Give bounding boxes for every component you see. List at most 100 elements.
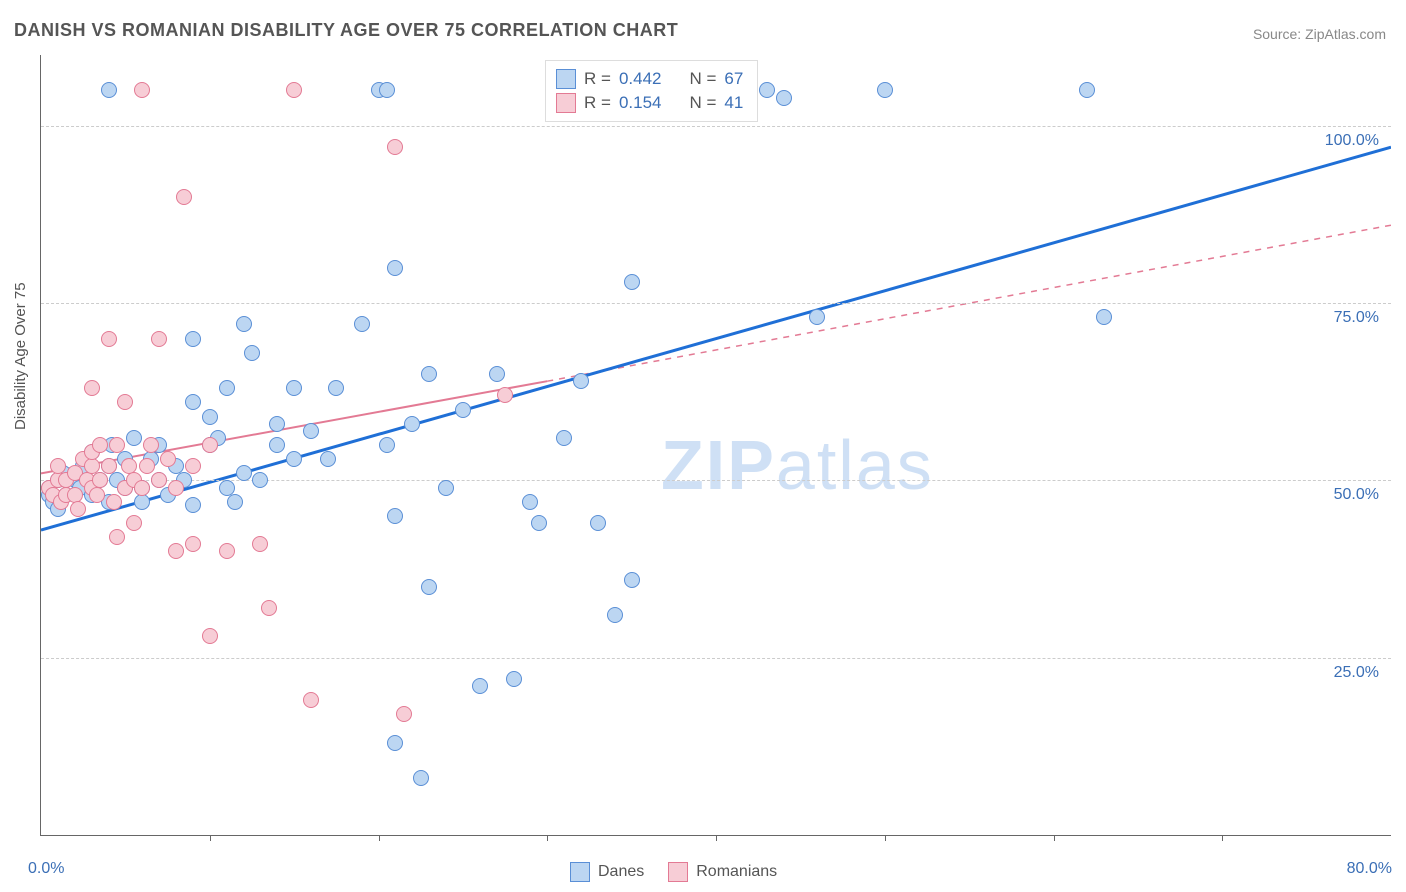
data-point bbox=[117, 394, 133, 410]
y-tick-label: 25.0% bbox=[1334, 664, 1379, 682]
data-point bbox=[421, 579, 437, 595]
data-point bbox=[455, 402, 471, 418]
data-point bbox=[497, 387, 513, 403]
data-point bbox=[261, 600, 277, 616]
series-legend-item: Romanians bbox=[668, 862, 777, 882]
data-point bbox=[185, 331, 201, 347]
data-point bbox=[387, 508, 403, 524]
gridline bbox=[41, 303, 1391, 304]
data-point bbox=[354, 316, 370, 332]
x-tick bbox=[547, 835, 548, 841]
data-point bbox=[134, 82, 150, 98]
data-point bbox=[573, 373, 589, 389]
data-point bbox=[139, 458, 155, 474]
plot-area: ZIPatlas 25.0%50.0%75.0%100.0% bbox=[40, 55, 1391, 836]
legend-r-label: R = bbox=[584, 67, 611, 91]
legend-n-value: 67 bbox=[724, 67, 743, 91]
data-point bbox=[176, 189, 192, 205]
gridline bbox=[41, 658, 1391, 659]
data-point bbox=[101, 82, 117, 98]
legend-n-label: N = bbox=[689, 91, 716, 115]
data-point bbox=[387, 260, 403, 276]
data-point bbox=[202, 628, 218, 644]
data-point bbox=[387, 735, 403, 751]
data-point bbox=[160, 451, 176, 467]
legend-n-value: 41 bbox=[724, 91, 743, 115]
data-point bbox=[269, 437, 285, 453]
data-point bbox=[106, 494, 122, 510]
data-point bbox=[126, 515, 142, 531]
data-point bbox=[303, 423, 319, 439]
x-tick bbox=[1054, 835, 1055, 841]
data-point bbox=[556, 430, 572, 446]
data-point bbox=[109, 437, 125, 453]
legend-swatch bbox=[668, 862, 688, 882]
legend-r-value: 0.154 bbox=[619, 91, 662, 115]
data-point bbox=[227, 494, 243, 510]
watermark: ZIPatlas bbox=[661, 425, 934, 505]
series-legend-item: Danes bbox=[570, 862, 644, 882]
data-point bbox=[328, 380, 344, 396]
legend-swatch bbox=[570, 862, 590, 882]
data-point bbox=[286, 82, 302, 98]
data-point bbox=[472, 678, 488, 694]
data-point bbox=[89, 487, 105, 503]
data-point bbox=[143, 437, 159, 453]
data-point bbox=[404, 416, 420, 432]
data-point bbox=[286, 380, 302, 396]
data-point bbox=[92, 437, 108, 453]
x-tick bbox=[379, 835, 380, 841]
data-point bbox=[244, 345, 260, 361]
data-point bbox=[185, 536, 201, 552]
data-point bbox=[387, 139, 403, 155]
y-tick-label: 100.0% bbox=[1325, 132, 1379, 150]
legend-swatch bbox=[556, 69, 576, 89]
data-point bbox=[809, 309, 825, 325]
watermark-rest: atlas bbox=[776, 426, 934, 504]
data-point bbox=[531, 515, 547, 531]
data-point bbox=[126, 430, 142, 446]
chart-title: DANISH VS ROMANIAN DISABILITY AGE OVER 7… bbox=[14, 20, 678, 41]
data-point bbox=[236, 316, 252, 332]
data-point bbox=[1096, 309, 1112, 325]
data-point bbox=[421, 366, 437, 382]
data-point bbox=[320, 451, 336, 467]
data-point bbox=[185, 394, 201, 410]
data-point bbox=[286, 451, 302, 467]
data-point bbox=[379, 437, 395, 453]
x-tick bbox=[1222, 835, 1223, 841]
data-point bbox=[101, 458, 117, 474]
data-point bbox=[168, 480, 184, 496]
data-point bbox=[624, 572, 640, 588]
x-tick bbox=[885, 835, 886, 841]
y-tick-label: 75.0% bbox=[1334, 309, 1379, 327]
data-point bbox=[303, 692, 319, 708]
x-tick bbox=[716, 835, 717, 841]
correlation-legend: R =0.442N =67R = 0.154 N = 41 bbox=[545, 60, 758, 122]
data-point bbox=[202, 409, 218, 425]
data-point bbox=[202, 437, 218, 453]
chart-container: DANISH VS ROMANIAN DISABILITY AGE OVER 7… bbox=[0, 0, 1406, 892]
data-point bbox=[252, 472, 268, 488]
data-point bbox=[101, 331, 117, 347]
series-legend-label: Danes bbox=[598, 863, 644, 881]
data-point bbox=[396, 706, 412, 722]
legend-swatch bbox=[556, 93, 576, 113]
data-point bbox=[236, 465, 252, 481]
data-point bbox=[151, 472, 167, 488]
data-point bbox=[489, 366, 505, 382]
data-point bbox=[134, 480, 150, 496]
gridline bbox=[41, 126, 1391, 127]
data-point bbox=[379, 82, 395, 98]
data-point bbox=[522, 494, 538, 510]
series-legend: Danes Romanians bbox=[570, 862, 777, 882]
data-point bbox=[607, 607, 623, 623]
data-point bbox=[759, 82, 775, 98]
legend-row: R =0.442N =67 bbox=[556, 67, 743, 91]
data-point bbox=[219, 543, 235, 559]
watermark-bold: ZIP bbox=[661, 426, 776, 504]
data-point bbox=[624, 274, 640, 290]
data-point bbox=[70, 501, 86, 517]
data-point bbox=[84, 380, 100, 396]
source-label: Source: ZipAtlas.com bbox=[1253, 26, 1386, 42]
